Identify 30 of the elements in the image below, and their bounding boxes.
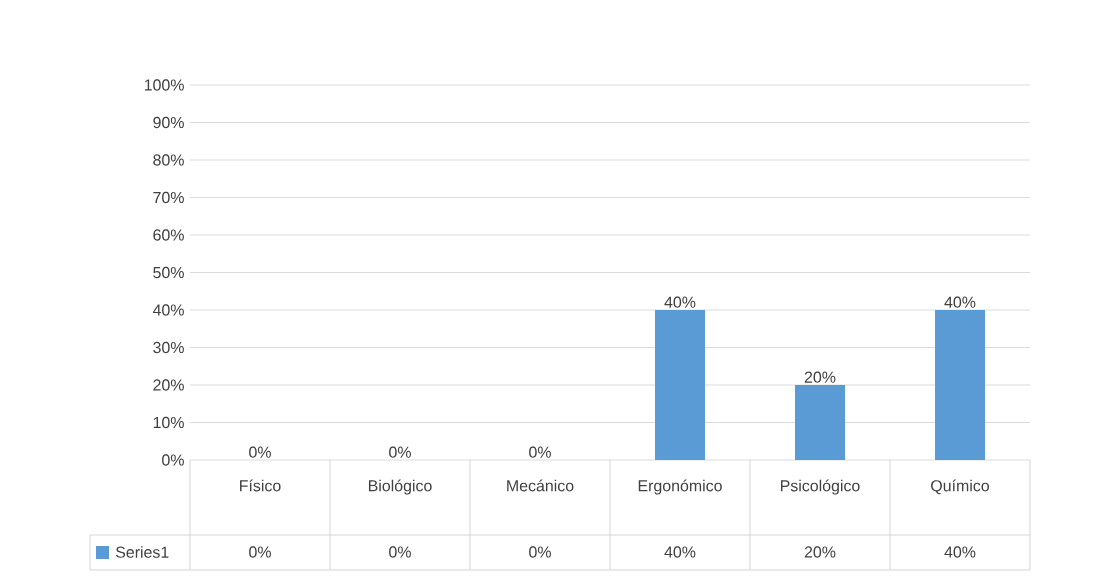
y-tick-label: 70% (153, 191, 184, 204)
text: 0% (529, 446, 551, 458)
text: 40% (944, 296, 976, 308)
x-tick-label: Ergonómico (638, 479, 722, 495)
text: 0% (249, 446, 271, 458)
y-tick-label: 60% (153, 229, 184, 241)
y-tick-label: 80% (153, 154, 184, 166)
y-tick-label: 20% (153, 379, 184, 391)
data-label: 0% (249, 546, 271, 558)
text: 0% (389, 446, 411, 458)
data-label: 40% (664, 546, 696, 558)
y-tick-label: 10% (153, 416, 184, 429)
x-tick-label: Físico (240, 479, 281, 492)
x-tick-label: Mecánico (507, 479, 574, 492)
y-tick-label: 0% (162, 454, 184, 466)
y-tick-label: 40% (152, 304, 184, 316)
y-tick-label: 100% (144, 79, 184, 91)
data-label: 20% (804, 546, 836, 558)
x-tick-label: Biológico (368, 479, 432, 495)
x-tick-label: Psicológico (781, 479, 860, 495)
y-tick-label: 30% (153, 341, 184, 354)
text: 40% (664, 296, 696, 308)
y-tick-label: 50% (153, 266, 184, 279)
data-label: 0% (389, 546, 411, 558)
legend-label: Series1 (115, 546, 169, 558)
data-label: 40% (944, 546, 976, 558)
data-label: 0% (529, 546, 551, 558)
text: 20% (804, 371, 836, 383)
y-tick-label: 90% (153, 116, 184, 129)
x-tick-label: Químico (931, 479, 989, 495)
